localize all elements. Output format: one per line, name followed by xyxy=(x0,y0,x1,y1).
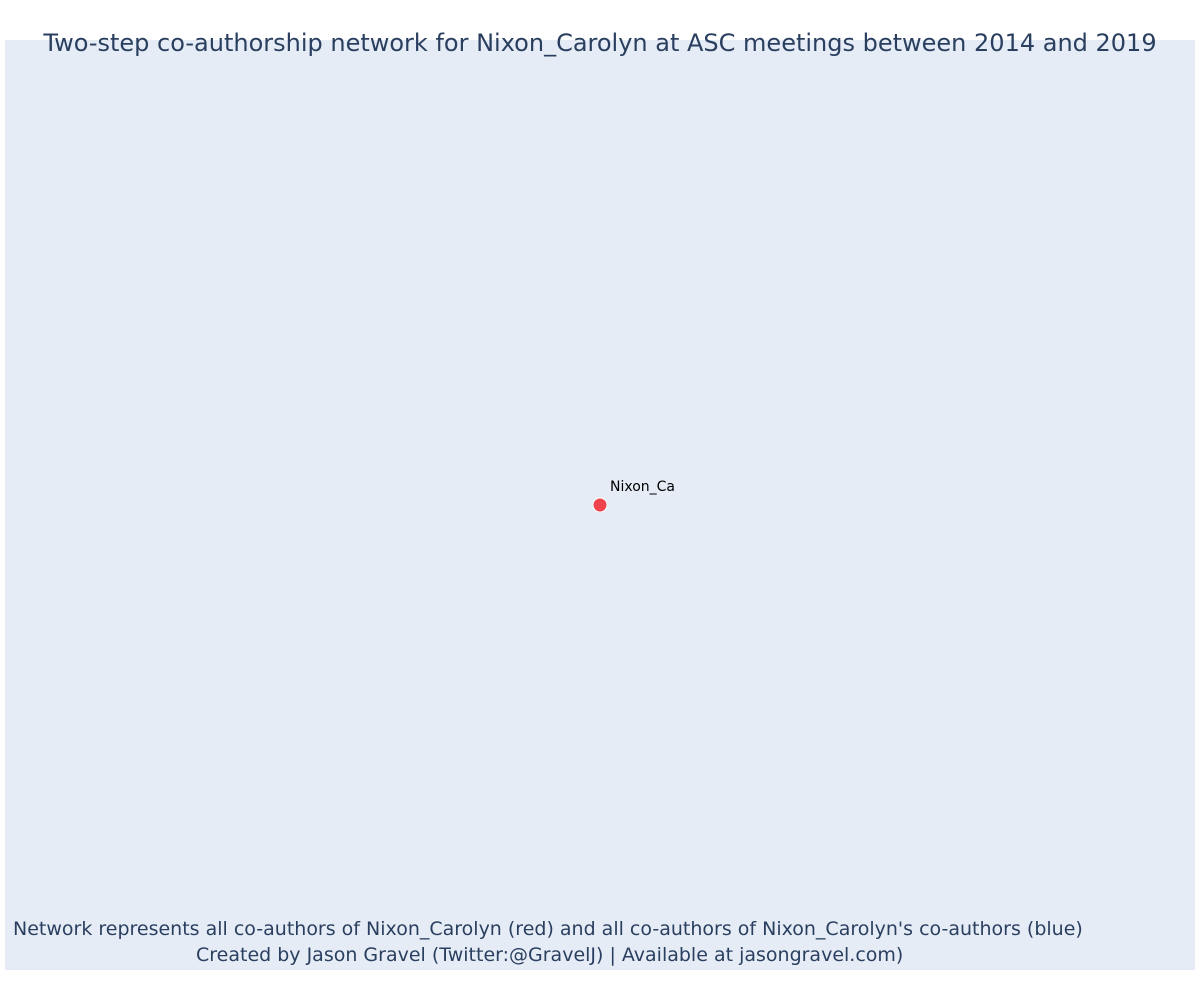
network-node-ego[interactable] xyxy=(592,497,608,513)
node-label: Nixon_Ca xyxy=(610,479,675,495)
chart-title: Two-step co-authorship network for Nixon… xyxy=(43,29,1157,57)
nodes-layer: Nixon_Ca xyxy=(592,479,675,513)
caption-description: Network represents all co-authors of Nix… xyxy=(13,918,1083,940)
caption-credit: Created by Jason Gravel (Twitter:@Gravel… xyxy=(196,944,904,966)
